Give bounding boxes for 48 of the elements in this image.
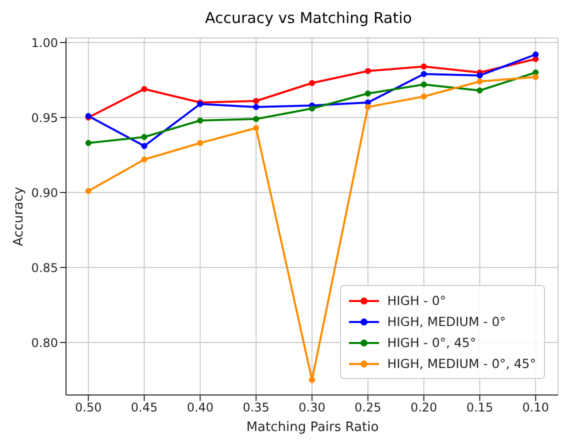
y-axis-title: Accuracy bbox=[12, 186, 27, 246]
point bbox=[85, 188, 92, 194]
point bbox=[141, 156, 148, 163]
point bbox=[420, 70, 427, 78]
point bbox=[476, 72, 483, 79]
point bbox=[85, 140, 92, 146]
x-tick-label: 0.20 bbox=[410, 400, 438, 415]
x-tick-label: 0.35 bbox=[242, 400, 270, 415]
x-tick-label: 0.40 bbox=[186, 400, 214, 415]
x-tick-label: 0.45 bbox=[130, 400, 158, 415]
x-tick-label: 0.10 bbox=[522, 400, 549, 415]
x-tick-label: 0.50 bbox=[75, 400, 102, 415]
point bbox=[364, 68, 371, 74]
point bbox=[364, 104, 371, 110]
point bbox=[141, 86, 148, 92]
y-tick-label: 0.80 bbox=[31, 336, 58, 350]
point bbox=[197, 140, 204, 146]
legend-label: HIGH, MEDIUM - 0° bbox=[387, 313, 506, 331]
y-tick-label: 0.85 bbox=[31, 260, 58, 275]
point bbox=[532, 51, 539, 58]
y-tick-label: 1.00 bbox=[31, 36, 58, 50]
point bbox=[253, 104, 260, 110]
legend-label: HIGH - 0°, 45° bbox=[387, 334, 476, 352]
point bbox=[420, 93, 427, 100]
y-tick-label: 0.90 bbox=[31, 186, 58, 200]
point bbox=[141, 134, 148, 140]
x-tick-label: 0.15 bbox=[466, 400, 494, 415]
y-tick-label: 0.95 bbox=[31, 110, 58, 125]
chart-title: Accuracy vs Matching Ratio bbox=[204, 8, 413, 29]
point bbox=[253, 98, 260, 104]
legend-label: HIGH - 0° bbox=[387, 292, 446, 310]
point bbox=[253, 116, 260, 122]
point bbox=[308, 376, 316, 384]
point bbox=[476, 87, 483, 94]
point bbox=[364, 90, 371, 97]
x-tick-label: 0.25 bbox=[354, 400, 382, 415]
point bbox=[308, 105, 316, 112]
point bbox=[197, 117, 204, 124]
point bbox=[308, 80, 316, 86]
point bbox=[420, 63, 427, 70]
point bbox=[532, 74, 539, 80]
point bbox=[141, 142, 148, 150]
point bbox=[253, 124, 260, 132]
x-tick-label: 0.30 bbox=[298, 400, 326, 415]
point bbox=[420, 81, 427, 88]
point bbox=[476, 78, 483, 85]
legend-label: HIGH, MEDIUM - 0°, 45° bbox=[387, 355, 536, 373]
x-axis-title: Matching Pairs Ratio bbox=[245, 419, 380, 437]
